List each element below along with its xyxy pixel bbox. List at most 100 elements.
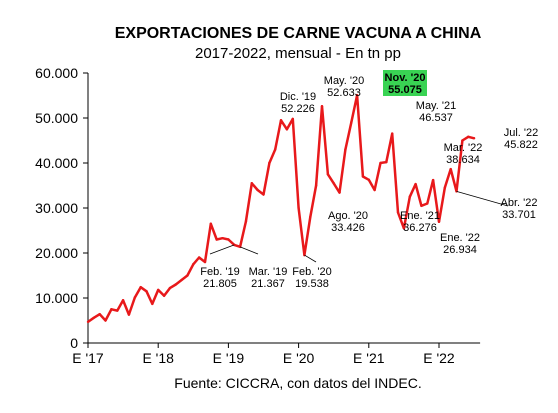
data-point xyxy=(344,148,347,151)
data-point xyxy=(209,222,213,225)
annotation-label: Ene. '22 xyxy=(440,232,480,244)
data-point xyxy=(350,121,353,124)
data-point xyxy=(92,316,96,319)
data-point xyxy=(121,299,125,302)
y-tick-label: 0 xyxy=(70,335,78,351)
data-point xyxy=(279,119,283,122)
annotation-label: Dic. '19 xyxy=(280,91,316,103)
data-point xyxy=(291,117,294,121)
data-point xyxy=(426,202,429,205)
data-point xyxy=(402,227,406,230)
data-point xyxy=(174,283,177,286)
annotation-label: Mar. '19 xyxy=(249,266,288,278)
leader-line xyxy=(209,244,235,255)
highlight-box xyxy=(383,70,427,96)
annotation-label: May. '20 xyxy=(324,75,364,87)
data-point xyxy=(361,175,365,178)
annotation-label: Jul. '22 xyxy=(504,127,539,139)
annotation-label: Feb. '20 xyxy=(292,266,331,278)
data-point xyxy=(186,274,189,277)
annotation-value: 45.822 xyxy=(504,139,538,151)
chart-title: EXPORTACIONES DE CARNE VACUNA A CHINA xyxy=(115,25,482,42)
data-point xyxy=(437,220,441,223)
annotation-value: 55.075 xyxy=(388,84,422,96)
data-point xyxy=(355,93,359,97)
data-point xyxy=(215,238,218,241)
data-point xyxy=(162,294,166,297)
data-point xyxy=(168,286,172,290)
annotation-value: 52.226 xyxy=(281,103,315,115)
data-point xyxy=(373,188,376,192)
axes: 0 10.000 20.000 30.000 40.000 50.000 60.000 E '… xyxy=(35,65,481,366)
data-point xyxy=(396,211,400,214)
y-tick-label: 60.000 xyxy=(35,65,78,81)
data-point xyxy=(250,182,253,185)
annotation-value: 38.634 xyxy=(446,154,480,166)
data-point xyxy=(197,256,201,259)
data-point xyxy=(431,178,435,182)
leader-line xyxy=(456,190,509,207)
annotation-label: Ene. '21 xyxy=(400,210,440,222)
annotation-value: 36.276 xyxy=(403,222,437,234)
data-point xyxy=(420,204,423,207)
chart-subtitle: 2017-2022, mensual - En tn pp xyxy=(195,45,401,62)
x-tick-label: E '19 xyxy=(213,350,245,366)
data-point xyxy=(127,313,131,316)
leader-line xyxy=(239,246,259,255)
data-point xyxy=(157,288,160,292)
data-point xyxy=(285,128,289,131)
annotation-label: May. '21 xyxy=(416,100,456,112)
data-point xyxy=(244,220,248,223)
annotation-value: 19.538 xyxy=(295,278,329,290)
data-point xyxy=(472,137,476,140)
data-point xyxy=(139,286,142,289)
data-point xyxy=(332,182,335,185)
annotation-label: Ago. '20 xyxy=(328,210,368,222)
data-point xyxy=(391,132,394,135)
data-point xyxy=(309,215,312,219)
data-point xyxy=(414,182,417,186)
annotation-value: 21.367 xyxy=(251,278,285,290)
data-point xyxy=(268,161,271,165)
y-tick-label: 30.000 xyxy=(35,200,78,216)
annotation-value: 46.537 xyxy=(419,112,453,124)
data-point xyxy=(408,195,411,198)
annotation-value: 33.701 xyxy=(502,209,536,221)
data-point xyxy=(443,186,447,189)
data-point xyxy=(274,148,277,151)
y-tick-label: 50.000 xyxy=(35,110,78,126)
y-tick-label: 10.000 xyxy=(35,290,78,306)
data-point xyxy=(98,313,101,316)
data-point xyxy=(221,236,224,240)
data-point xyxy=(133,296,136,299)
data-point xyxy=(326,173,330,176)
data-point xyxy=(256,188,259,192)
data-point xyxy=(314,184,318,187)
data-point xyxy=(385,160,388,164)
x-tick-label: E '20 xyxy=(283,350,315,366)
data-point xyxy=(379,161,382,165)
data-point xyxy=(320,104,324,108)
annotation-label: Mar. '22 xyxy=(444,142,483,154)
series-line xyxy=(86,93,476,324)
annotation-label: Nov. '20 xyxy=(385,72,426,84)
x-tick-label: E '21 xyxy=(353,350,385,366)
data-point xyxy=(110,308,113,311)
data-point xyxy=(86,320,90,324)
annotation-value: 52.633 xyxy=(327,87,361,99)
annotation-label: Abr. '22 xyxy=(501,197,538,209)
y-tick-label: 20.000 xyxy=(35,245,78,261)
data-point xyxy=(297,206,300,210)
data-point xyxy=(104,319,107,322)
data-point xyxy=(262,193,265,196)
data-point xyxy=(116,309,119,312)
data-point xyxy=(145,290,148,293)
data-point xyxy=(192,263,195,266)
data-point xyxy=(151,302,154,306)
annotation-value: 21.805 xyxy=(203,278,237,290)
x-tick-label: E '22 xyxy=(423,350,455,366)
x-tick-label: E '17 xyxy=(72,350,104,366)
data-point xyxy=(461,139,464,142)
